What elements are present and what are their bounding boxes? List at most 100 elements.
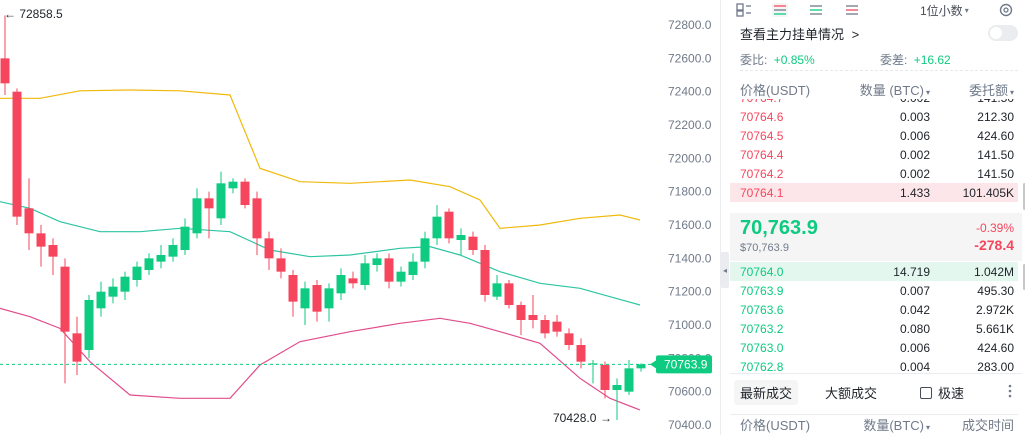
candle-body[interactable] (384, 258, 394, 282)
precision-select[interactable]: 1位小数 ▾ (920, 0, 969, 20)
candle-body[interactable] (288, 275, 298, 302)
list-check-icon[interactable] (844, 3, 860, 17)
candle-body[interactable] (60, 266, 70, 332)
candle-body[interactable] (180, 226, 190, 250)
list-icon[interactable] (808, 3, 824, 17)
candle-body[interactable] (12, 91, 22, 217)
ask-row[interactable]: 70764.4 0.002 141.50 (730, 145, 1018, 164)
candle-body[interactable] (96, 291, 106, 309)
boll-mid-line (0, 201, 641, 306)
candle-body[interactable] (480, 250, 490, 295)
candle-body[interactable] (0, 58, 10, 84)
ask-row[interactable]: 70764.6 0.003 212.30 (730, 107, 1018, 126)
candle-body[interactable] (132, 266, 142, 280)
candle-body[interactable] (120, 276, 130, 292)
asks-scrollbar[interactable] (1023, 183, 1025, 210)
candle-body[interactable] (576, 345, 586, 362)
turbo-checkbox[interactable]: 极速 (920, 383, 964, 402)
bid-price: 70762.8 (740, 359, 784, 372)
more-icon[interactable] (1004, 383, 1016, 404)
candle-body[interactable] (552, 321, 562, 332)
candle-body[interactable] (192, 198, 202, 234)
candle-body[interactable] (588, 363, 598, 365)
orderbook-panel: 1位小数 ▾ 查看主力挂单情况 > 委比: +0.85% 委差: +16.62 … (730, 0, 1025, 435)
candle-body[interactable] (528, 315, 538, 320)
candle-body[interactable] (420, 238, 430, 262)
candle-body[interactable] (312, 285, 322, 312)
gear-icon[interactable] (998, 0, 1014, 20)
candle-body[interactable] (444, 211, 454, 239)
candle-body[interactable] (492, 283, 502, 297)
ask-price: 70764.6 (740, 109, 784, 124)
candle-body[interactable] (564, 333, 574, 345)
bids-scrollbar[interactable] (1023, 264, 1025, 290)
bid-row[interactable]: 70763.6 0.042 2.972K (730, 300, 1018, 319)
candle-body[interactable] (36, 233, 46, 247)
candle-body[interactable] (468, 236, 478, 250)
candle-body[interactable] (408, 261, 418, 275)
candle-body[interactable] (48, 245, 58, 257)
candle-body[interactable] (504, 283, 514, 305)
expand-handle[interactable]: ◂ (721, 252, 729, 288)
candle-body[interactable] (24, 208, 34, 234)
candle-body[interactable] (372, 258, 382, 265)
chart-candle-icon[interactable] (736, 3, 752, 17)
candle-body[interactable] (72, 333, 82, 362)
bid-row[interactable]: 70763.9 0.007 495.30 (730, 281, 1018, 300)
chart-depth-icon[interactable] (772, 3, 788, 17)
candle-body[interactable] (300, 288, 310, 309)
diff-label: 委差: (880, 53, 908, 67)
candle-body[interactable] (324, 288, 334, 309)
ratio-label: 委比: (740, 53, 768, 67)
candle-body[interactable] (396, 271, 406, 282)
kline-chart[interactable]: 72800.0 72600.0 72400.0 72200.0 72000.0 71800… (0, 0, 720, 435)
candle-body[interactable] (432, 216, 442, 239)
candle-body[interactable] (348, 278, 358, 284)
candle-body[interactable] (144, 258, 154, 270)
trades-col-qty[interactable]: 数量(BTC) ▾ (863, 418, 930, 433)
candle-body[interactable] (252, 198, 262, 239)
candle-body[interactable] (336, 275, 346, 294)
ask-row[interactable]: 70764.5 0.006 424.60 (730, 126, 1018, 145)
candle-body[interactable] (612, 385, 622, 390)
candle-body[interactable] (204, 198, 214, 209)
candle-body[interactable] (516, 305, 526, 320)
bid-row[interactable]: 70763.2 0.080 5.661K (730, 319, 1018, 338)
y-axis-tick: 72000.0 (668, 151, 712, 165)
main-orders-link[interactable]: 查看主力挂单情况 > (740, 24, 859, 43)
sort-down-icon: ▾ (925, 423, 930, 432)
candle-body[interactable] (240, 181, 250, 205)
bid-qty: 0.007 (899, 283, 930, 298)
col-qty[interactable]: 数量 (BTC) ▾ (859, 82, 930, 98)
candle-body[interactable] (360, 263, 370, 285)
candle-body[interactable] (636, 364, 646, 369)
main-orders-toggle[interactable] (988, 25, 1018, 41)
candle-body[interactable] (216, 183, 226, 219)
candle-body[interactable] (84, 300, 94, 350)
tab-latest-trades[interactable]: 最新成交 (734, 380, 799, 405)
candle-body[interactable] (156, 255, 166, 262)
current-price-tag[interactable] (656, 355, 712, 374)
candle-body[interactable] (264, 238, 274, 259)
ask-price: 70764.7 (730, 99, 840, 105)
candle-body[interactable] (456, 235, 466, 240)
col-price: 价格(USDT) (740, 82, 811, 98)
candle-body[interactable] (228, 181, 238, 189)
panel-divider (720, 0, 721, 435)
kline-chart-canvas[interactable]: 72800.0 72600.0 72400.0 72200.0 72000.0 71800… (0, 0, 720, 435)
tab-large-trades[interactable]: 大额成交 (825, 386, 878, 401)
candle-body[interactable] (108, 286, 118, 297)
candle-body[interactable] (540, 320, 550, 334)
candle-body[interactable] (276, 258, 286, 272)
ask-row[interactable]: 70764.1 1.433 101.405K (730, 183, 1018, 202)
candle-body[interactable] (600, 365, 610, 390)
y-axis-tick: 71600.0 (668, 218, 712, 232)
bid-row[interactable]: 70764.0 14.719 1.042M (730, 262, 1018, 281)
ask-row[interactable]: 70764.2 0.002 141.50 (730, 164, 1018, 183)
bid-row[interactable]: 70762.8 0.004 283.00 (730, 357, 1018, 372)
candle-body[interactable] (168, 245, 178, 257)
candle-body[interactable] (624, 368, 634, 392)
col-total[interactable]: 委托额 ▾ (968, 82, 1014, 98)
bid-row[interactable]: 70763.0 0.006 424.60 (730, 338, 1018, 357)
